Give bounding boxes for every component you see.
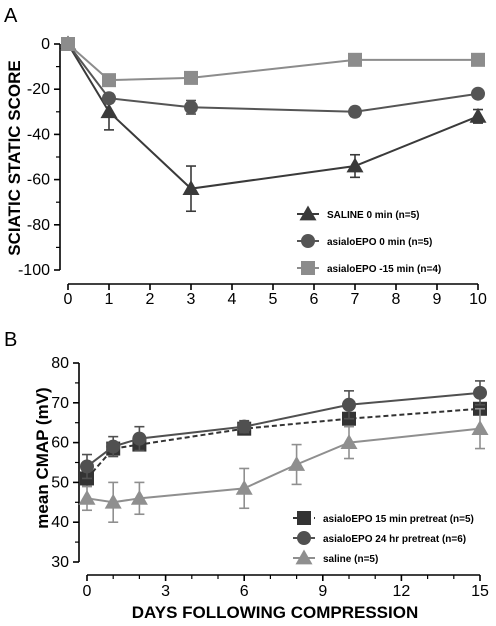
panel-a-series bbox=[59, 35, 487, 213]
panel-a-x-tick-label: 6 bbox=[310, 291, 319, 308]
panel-b-legend-label: asialoEPO 24 hr pretreat (n=6) bbox=[323, 534, 466, 545]
panel-a-x-tick-label: 9 bbox=[433, 291, 442, 308]
panel-b: B mean CMAP (mV) DAYS FOLLOWING COMPRESS… bbox=[4, 329, 489, 622]
panel-a-data-point bbox=[469, 107, 487, 123]
panel-b-data-point bbox=[106, 439, 121, 454]
panel-a-legend-label: SALINE 0 min (n=5) bbox=[327, 210, 420, 221]
panel-a-axes: 0 -20 -40 -60 -80 -100 0 1 2 3 4 5 6 7 8 9 10 bbox=[18, 36, 487, 308]
panel-a-data-point bbox=[471, 86, 485, 101]
panel-a-series-line bbox=[67, 43, 479, 190]
panel-a-data-point bbox=[184, 70, 198, 85]
panel-b-x-tick-label: 12 bbox=[393, 583, 411, 600]
panel-b-legend-marker bbox=[295, 549, 313, 565]
panel-a-x-tick-label: 8 bbox=[392, 291, 401, 308]
panel-a-y-tick-label: -100 bbox=[18, 262, 50, 279]
panel-a-data-point bbox=[348, 52, 362, 67]
panel-b-x-tick-label: 6 bbox=[240, 583, 249, 600]
panel-a-data-point bbox=[61, 37, 75, 51]
panel-a-data-point bbox=[100, 103, 118, 119]
panel-b-x-tick-label: 15 bbox=[471, 583, 489, 600]
panel-b-y-tick-label: 40 bbox=[51, 514, 69, 531]
panel-a-legend-label: asialoEPO -15 min (n=4) bbox=[327, 264, 441, 275]
panel-a-y-tick-label: -20 bbox=[27, 81, 50, 98]
panel-a-legend-marker bbox=[301, 261, 315, 275]
panel-a-y-axis-label: SCIATIC STATIC SCORE bbox=[5, 60, 24, 256]
panel-b-data-point bbox=[342, 397, 356, 412]
panel-b-y-axis-label: mean CMAP (mV) bbox=[33, 387, 52, 528]
panel-b-data-point bbox=[237, 419, 252, 434]
panel-b-y-tick-label: 60 bbox=[51, 435, 69, 452]
panel-a-label: A bbox=[4, 5, 18, 27]
panel-b-series-2 bbox=[80, 380, 487, 480]
panel-a-data-point bbox=[471, 52, 485, 67]
panel-a-data-point bbox=[348, 104, 362, 119]
panel-a-series-3 bbox=[61, 37, 485, 88]
panel-b-y-tick-label: 80 bbox=[51, 355, 69, 372]
panel-a-series-line bbox=[67, 43, 478, 82]
panel-a-data-point bbox=[102, 73, 116, 88]
panel-a-x-tick-label: 1 bbox=[105, 291, 114, 308]
panel-b-series-3 bbox=[78, 407, 489, 524]
panel-b-legend-label: asialoEPO 15 min pretreat (n=5) bbox=[323, 514, 474, 525]
panel-b-x-axis-label: DAYS FOLLOWING COMPRESSION bbox=[132, 603, 419, 622]
panel-a-x-tick-label: 2 bbox=[146, 291, 155, 308]
panel-b-legend-label: saline (n=5) bbox=[323, 554, 378, 565]
panel-b-series-line bbox=[86, 391, 481, 468]
panel-b-data-point bbox=[132, 431, 147, 446]
panel-a-y-tick-label: 0 bbox=[41, 36, 50, 53]
panel-a-legend-label: asialoEPO 0 min (n=5) bbox=[327, 237, 432, 248]
panel-b-x-tick-label: 9 bbox=[318, 583, 327, 600]
panel-a-x-tick-label: 7 bbox=[351, 291, 360, 308]
panel-a-data-point bbox=[102, 91, 116, 106]
panel-b-data-point bbox=[80, 459, 94, 474]
panel-b-y-tick-label: 30 bbox=[51, 554, 69, 571]
panel-a: A SCIATIC STATIC SCORE 0 -20 -40 -60 -80 -100… bbox=[4, 5, 487, 308]
panel-b-data-point bbox=[130, 489, 148, 505]
panel-b-data-point bbox=[471, 420, 489, 436]
panel-b-legend-marker bbox=[297, 531, 311, 545]
panel-a-x-tick-label: 4 bbox=[228, 291, 237, 308]
panel-b-legend-marker bbox=[297, 511, 311, 525]
panel-b-x-tick-label: 0 bbox=[83, 583, 92, 600]
panel-a-y-tick-label: -60 bbox=[27, 172, 50, 189]
panel-a-data-point bbox=[184, 100, 198, 115]
panel-b-series bbox=[78, 380, 489, 524]
panel-a-data-point bbox=[182, 180, 200, 196]
panel-a-data-point bbox=[346, 157, 364, 173]
panel-a-x-tick-label: 10 bbox=[469, 291, 487, 308]
panel-a-legend-marker bbox=[301, 234, 315, 248]
panel-a-x-tick-label: 0 bbox=[64, 291, 73, 308]
panel-b-data-point bbox=[473, 385, 487, 400]
panel-b-data-point bbox=[104, 493, 122, 509]
panel-b-x-tick-label: 3 bbox=[161, 583, 170, 600]
panel-a-legend-marker bbox=[299, 205, 317, 221]
panel-b-axes: 30 40 50 60 70 80 0 3 6 9 12 15 bbox=[51, 355, 489, 600]
panel-a-series-2 bbox=[61, 37, 485, 119]
panel-b-label: B bbox=[4, 329, 17, 351]
panel-a-x-tick-label: 3 bbox=[187, 291, 196, 308]
panel-b-y-tick-label: 50 bbox=[51, 474, 69, 491]
panel-a-legend: SALINE 0 min (n=5) asialoEPO 0 min (n=5) a… bbox=[297, 205, 441, 275]
panel-a-y-tick-label: -40 bbox=[27, 126, 50, 143]
panel-a-y-tick-label: -80 bbox=[27, 217, 50, 234]
panel-b-y-tick-label: 70 bbox=[51, 395, 69, 412]
panel-b-data-point bbox=[235, 479, 253, 495]
panel-a-series-1 bbox=[59, 35, 487, 213]
panel-b-legend: asialoEPO 15 min pretreat (n=5) asialoEPO… bbox=[293, 511, 474, 565]
panel-b-data-point bbox=[78, 489, 96, 505]
panel-b-data-point bbox=[340, 434, 358, 449]
panel-a-series-line bbox=[67, 43, 479, 113]
panel-a-x-tick-label: 5 bbox=[269, 291, 278, 308]
panel-b-data-point bbox=[288, 455, 306, 471]
